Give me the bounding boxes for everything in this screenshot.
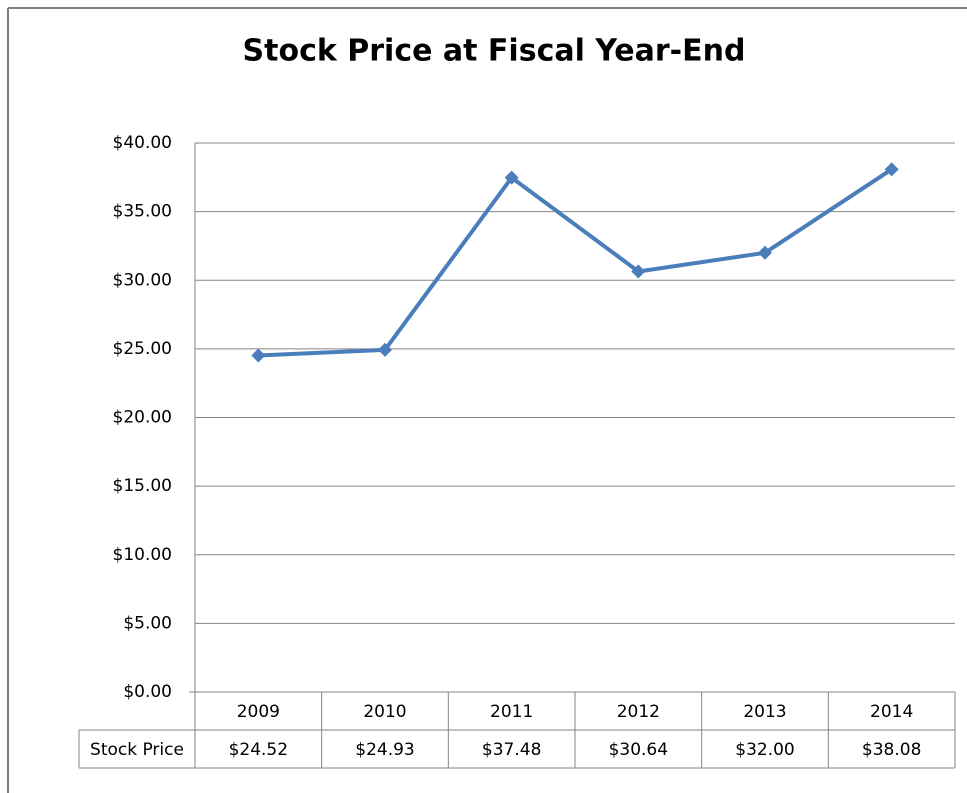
data-label: $24.52 xyxy=(229,740,288,760)
data-point xyxy=(758,245,772,260)
y-tick-label: $10.00 xyxy=(113,545,172,565)
x-tick-label: 2011 xyxy=(490,702,533,722)
data-label: $30.64 xyxy=(609,740,668,760)
data-point xyxy=(251,348,266,363)
chart-title: Stock Price at Fiscal Year-End xyxy=(243,34,746,69)
data-point xyxy=(504,170,519,185)
x-tick-label: 2009 xyxy=(237,702,280,722)
legend-label: Stock Price xyxy=(90,740,184,760)
y-tick-label: $20.00 xyxy=(113,408,172,428)
x-tick-label: 2010 xyxy=(363,702,406,722)
data-point xyxy=(884,162,899,177)
y-tick-label: $40.00 xyxy=(113,133,172,153)
y-tick-label: $15.00 xyxy=(113,476,172,496)
data-label: $37.48 xyxy=(482,740,541,760)
y-tick-label: $5.00 xyxy=(123,613,172,633)
y-tick-label: $30.00 xyxy=(113,270,172,290)
data-label: $38.08 xyxy=(862,740,921,760)
data-point xyxy=(631,264,646,279)
y-tick-label: $0.00 xyxy=(123,682,172,702)
data-point xyxy=(378,342,392,357)
x-tick-label: 2012 xyxy=(617,702,660,722)
data-label: $24.93 xyxy=(355,740,414,760)
x-tick-label: 2014 xyxy=(870,702,913,722)
y-tick-label: $35.00 xyxy=(113,202,172,222)
x-tick-label: 2013 xyxy=(743,702,786,722)
y-tick-label: $25.00 xyxy=(113,339,172,359)
data-label: $32.00 xyxy=(735,740,794,760)
data-line xyxy=(258,167,893,358)
